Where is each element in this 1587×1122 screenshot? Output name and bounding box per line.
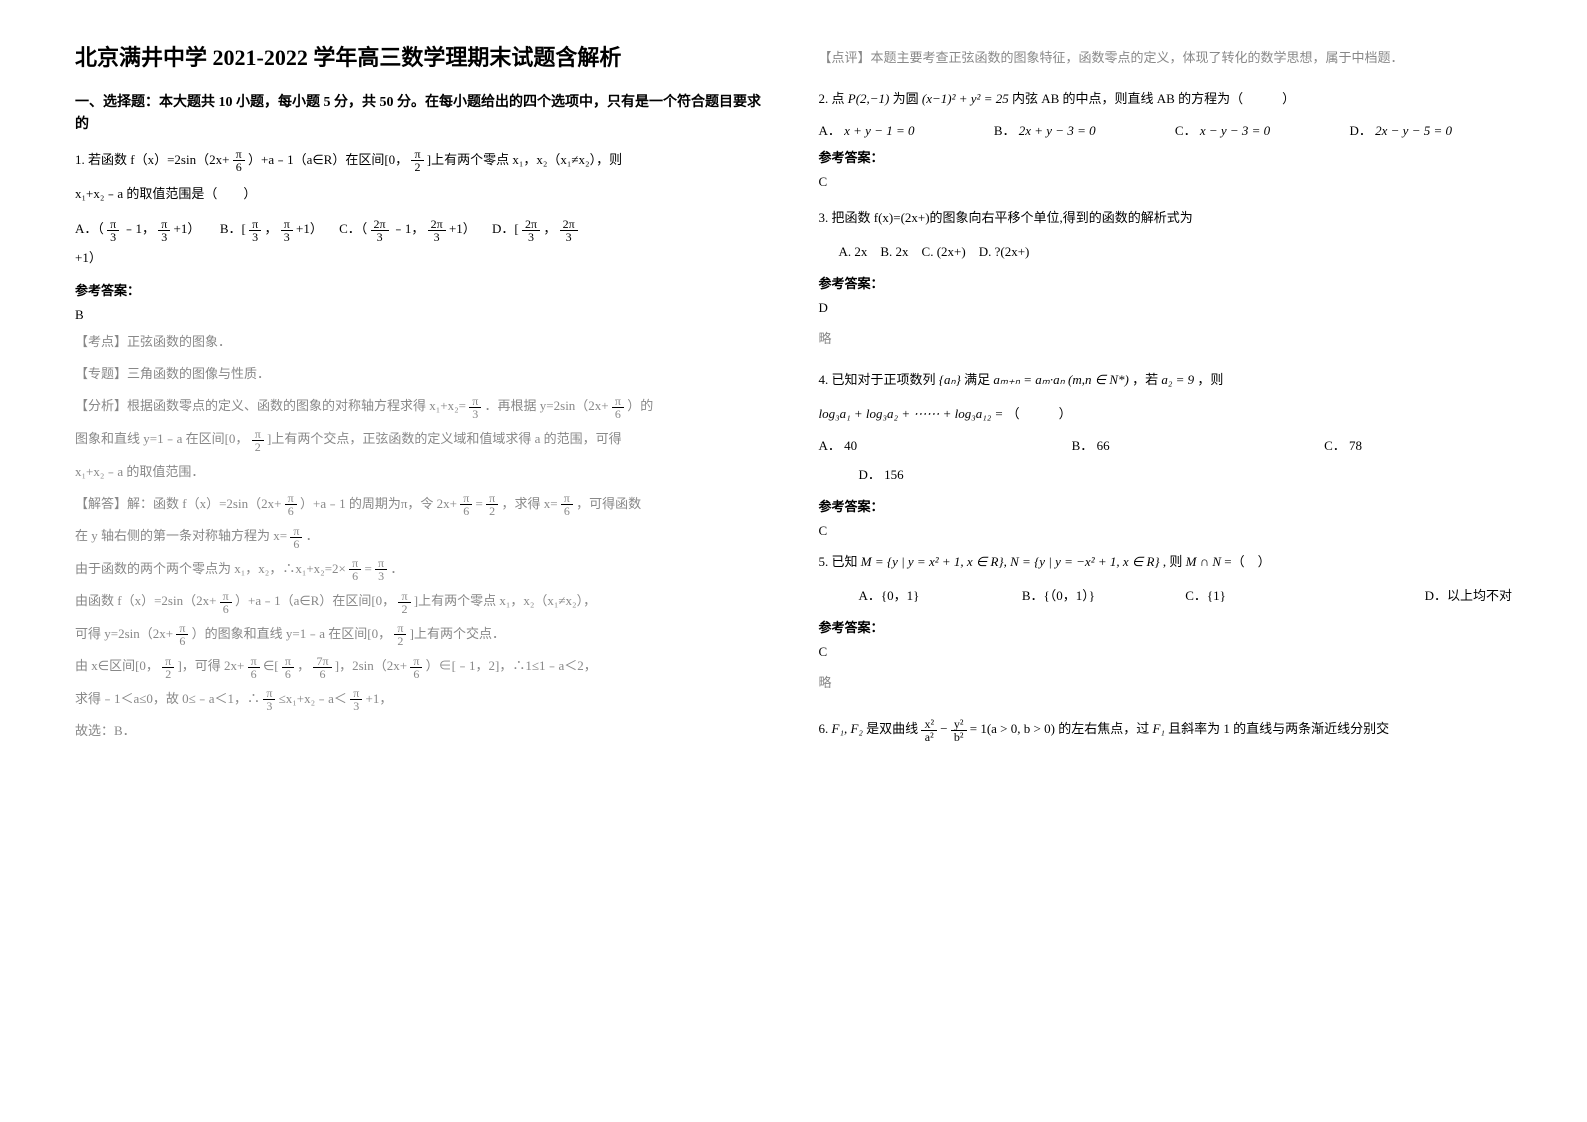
q5-note: 略 (819, 670, 1513, 696)
document-title: 北京满井中学 2021-2022 学年高三数学理期末试题含解析 (75, 40, 769, 72)
q1-analysis7: 在 y 轴右侧的第一条对称轴方程为 x= π6 ． (75, 523, 769, 550)
q2-ans: C (819, 174, 1513, 190)
optB-mid: ， (264, 221, 277, 236)
optA-mid: ﹣1， (122, 221, 155, 236)
q3-note: 略 (819, 326, 1513, 352)
q5-options: A．{0，1} B．{（0，1）} C．{1} D．以上均不对 (819, 583, 1513, 609)
q4-optD: D． 156 (819, 462, 1513, 488)
q2-options: A． x + y − 1 = 0 B． 2x + y − 3 = 0 C． x … (819, 120, 1513, 139)
q4-text: 4. 已知对于正项数列 {aₙ} 满足 aₘ₊ₙ = aₘ·aₙ (m,n ∈ … (819, 367, 1513, 393)
optC-end: +1） (449, 221, 476, 236)
right-column: 【点评】本题主要考查正弦函数的图象特征，函数零点的定义，体现了转化的数学思想，属… (794, 40, 1538, 1082)
q6-text: 6. F₁, F₂ 是双曲线 x²a² − y²b² = 1(a > 0, b … (819, 716, 1513, 743)
optA-pre: A．（ (75, 221, 104, 236)
optD-mid: ， (543, 221, 556, 236)
q1-analysis13: 故选：B． (75, 718, 769, 744)
q1-ans: B (75, 307, 769, 323)
optC-pre: C．（ (339, 221, 367, 236)
q4-ans: C (819, 523, 1513, 539)
optA-end: +1） (174, 221, 201, 236)
q1-end: ]上有两个零点 x₁，x₂（x₁≠x₂），则 (427, 152, 622, 167)
q1-comment: 【点评】本题主要考查正弦函数的图象特征，函数零点的定义，体现了转化的数学思想，属… (819, 45, 1513, 71)
q2-text: 2. 点 P(2,−1) 为圆 (x−1)² + y² = 25 内弦 AB 的… (819, 86, 1513, 112)
optB-end: +1） (296, 221, 323, 236)
q1-analysis4: 图象和直线 y=1﹣a 在区间[0， π2 ]上有两个交点，正弦函数的定义域和值… (75, 426, 769, 453)
q1-options: A．（ π3 ﹣1， π3 +1） B．[ π3 ， π3 +1） C．（ 2π… (75, 215, 769, 272)
q1-analysis6: 【解答】解：函数 f（x）=2sin（2x+ π6 ）+a﹣1 的周期为π，令 … (75, 491, 769, 518)
optD-pre: D．[ (492, 221, 519, 236)
q1-analysis1: 【考点】正弦函数的图象． (75, 329, 769, 355)
q1-analysis8: 由于函数的两个两个零点为 x₁，x₂，∴x₁+x₂=2× π6 = π3 ． (75, 556, 769, 583)
q1-text2: x₁+x₂﹣a 的取值范围是（ ） (75, 181, 769, 207)
q1-analysis2: 【专题】三角函数的图像与性质． (75, 361, 769, 387)
q5-ans-label: 参考答案： (819, 617, 1513, 636)
q4-logexpr: log₃a₁ + log₃a₂ + ⋯⋯ + log₃a₁₂ = （ ） (819, 401, 1513, 427)
q1-analysis11: 由 x∈区间[0， π2 ]，可得 2x+ π6 ∈[ π6 ， 7π6 ]，2… (75, 653, 769, 680)
q3-text: 3. 把函数 f(x)=(2x+)的图象向右平移个单位,得到的函数的解析式为 (819, 205, 1513, 231)
q1-analysis5: x₁+x₂﹣a 的取值范围． (75, 459, 769, 485)
optD-end: +1） (75, 250, 102, 265)
q1-pre: 1. 若函数 f（x）=2sin（2x+ (75, 152, 229, 167)
q1-ans-label: 参考答案： (75, 280, 769, 299)
q4-ans-label: 参考答案： (819, 496, 1513, 515)
q1-mid: ）+a﹣1（a∈R）在区间[0， (248, 152, 408, 167)
left-column: 北京满井中学 2021-2022 学年高三数学理期末试题含解析 一、选择题：本大… (50, 40, 794, 1082)
q1-analysis10: 可得 y=2sin（2x+ π6 ）的图象和直线 y=1﹣a 在区间[0， π2… (75, 621, 769, 648)
q3-ans: D (819, 300, 1513, 316)
frac-pi-6: π6 (233, 148, 245, 173)
q5-text: 5. 已知 M = {y | y = x² + 1, x ∈ R}, N = {… (819, 549, 1513, 575)
optC-mid: ﹣1， (392, 221, 425, 236)
optB-pre: B．[ (220, 221, 246, 236)
q3-ans-label: 参考答案： (819, 273, 1513, 292)
q5-ans: C (819, 644, 1513, 660)
q1-analysis12: 求得﹣1＜a≤0，故 0≤﹣a＜1，∴ π3 ≤x₁+x₂﹣a＜ π3 +1， (75, 686, 769, 713)
q1-analysis9: 由函数 f（x）=2sin（2x+ π6 ）+a﹣1（a∈R）在区间[0， π2… (75, 588, 769, 615)
frac-pi-2: π2 (411, 148, 423, 173)
q2-ans-label: 参考答案： (819, 147, 1513, 166)
section-header: 一、选择题：本大题共 10 小题，每小题 5 分，共 50 分。在每小题给出的四… (75, 92, 769, 137)
q4-options-row1: A． 40 B． 66 C． 78 (819, 435, 1513, 454)
q1-text: 1. 若函数 f（x）=2sin（2x+ π6 ）+a﹣1（a∈R）在区间[0，… (75, 147, 769, 174)
q1-analysis3: 【分析】根据函数零点的定义、函数的图象的对称轴方程求得 x₁+x₂= π3 ．再… (75, 393, 769, 420)
q3-opts: A. 2x B. 2x C. (2x+) D. ?(2x+) (819, 239, 1513, 265)
